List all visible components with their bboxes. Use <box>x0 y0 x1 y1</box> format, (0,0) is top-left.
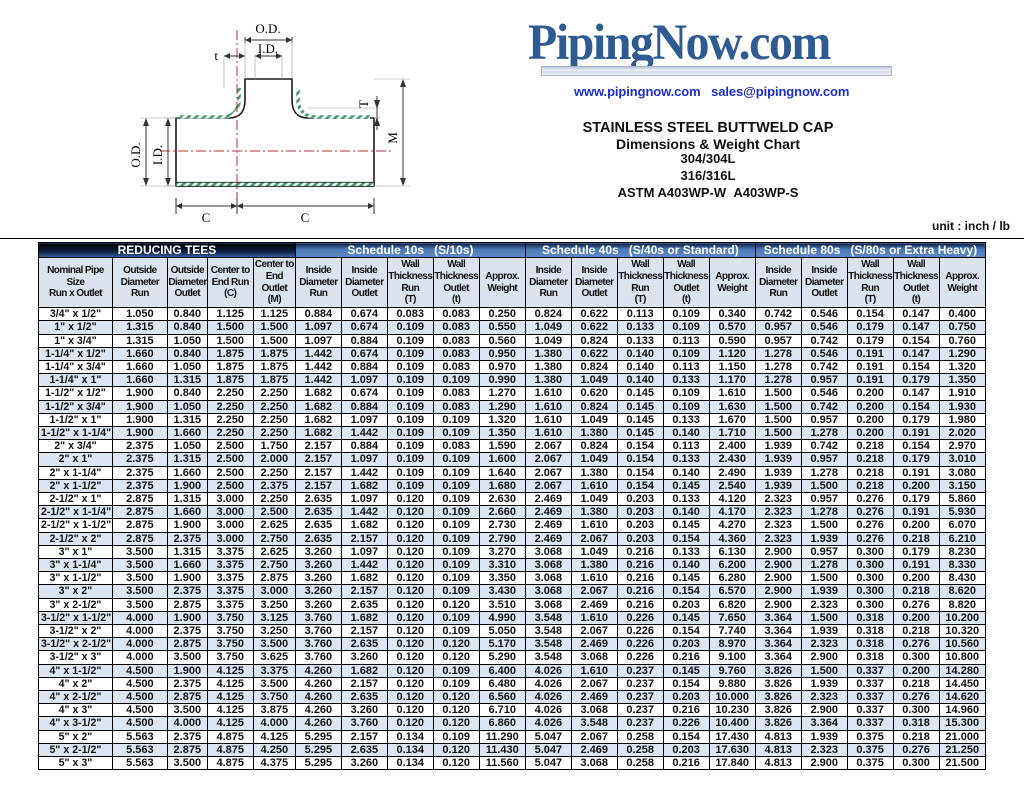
svg-text:T: T <box>356 100 371 108</box>
svg-text:O.D.: O.D. <box>255 21 280 36</box>
svg-text:M: M <box>385 132 400 144</box>
svg-text:I.D.: I.D. <box>258 41 278 56</box>
svg-text:I.D.: I.D. <box>150 145 165 165</box>
svg-text:O.D.: O.D. <box>128 142 143 167</box>
svg-text:C: C <box>301 210 310 225</box>
svg-text:t: t <box>214 48 218 63</box>
svg-text:C: C <box>202 210 211 225</box>
